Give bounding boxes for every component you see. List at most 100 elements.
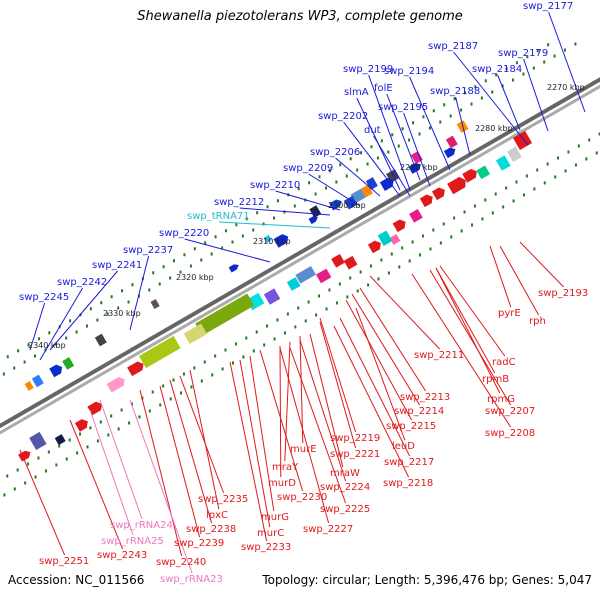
- gene-label-swp-2245: swp_2245: [19, 292, 69, 303]
- tick-mark: [346, 295, 349, 299]
- tick-mark: [117, 427, 120, 431]
- label-leader-line: [239, 207, 331, 216]
- gene-feature: [195, 293, 255, 336]
- tick-mark: [533, 187, 536, 191]
- label-leader-line: [319, 321, 357, 449]
- gene-feature: [286, 277, 301, 291]
- gene-label-swp-2177: swp_2177: [523, 1, 573, 12]
- tick-mark: [297, 306, 300, 310]
- gene-label-swp-2239: swp_2239: [174, 538, 224, 549]
- gene-label-swp-2251: swp_2251: [39, 556, 89, 567]
- accession-label: Accession: NC_011566: [8, 573, 145, 587]
- gene-label-murd: murD: [268, 478, 296, 489]
- tick-mark: [318, 175, 321, 179]
- tick-mark: [387, 271, 390, 275]
- tick-mark: [367, 283, 370, 287]
- gene-label-swp-2225: swp_2225: [320, 504, 370, 515]
- tick-mark: [47, 450, 50, 454]
- label-leader-line: [279, 345, 282, 478]
- tick-mark: [554, 175, 557, 179]
- tick-mark: [252, 228, 255, 232]
- kbp-tick-label: 2300 kbp: [328, 201, 366, 210]
- gene-label-swp-rrna24: swp_rRNA24: [110, 520, 173, 531]
- tick-mark: [182, 372, 185, 376]
- gene-label-swp-rrna23: swp_rRNA23: [160, 574, 223, 585]
- tick-mark: [65, 457, 68, 461]
- tick-mark: [34, 475, 37, 479]
- tick-mark: [96, 318, 99, 322]
- gene-label-lpxc: lpxC: [206, 510, 228, 521]
- tick-mark: [463, 210, 466, 214]
- gene-label-swp-rrna25: swp_rRNA25: [101, 536, 164, 547]
- tick-mark: [256, 211, 259, 215]
- label-leader-line: [409, 76, 451, 171]
- tick-mark: [89, 426, 92, 430]
- label-leader-line: [239, 359, 271, 528]
- tick-mark: [224, 348, 227, 352]
- tick-mark: [502, 205, 505, 209]
- label-leader-line: [333, 325, 410, 478]
- tick-mark: [162, 265, 165, 269]
- tick-mark: [449, 114, 452, 118]
- gene-label-mraw: mraW: [330, 468, 360, 479]
- tick-mark: [106, 312, 109, 316]
- gene-feature: [476, 165, 491, 180]
- tick-mark: [339, 163, 342, 167]
- tick-mark: [6, 355, 9, 359]
- tick-mark: [463, 91, 466, 95]
- tick-mark: [2, 372, 5, 376]
- tick-mark: [242, 355, 245, 359]
- label-leader-line: [39, 287, 84, 361]
- tick-mark: [232, 361, 235, 365]
- gene-label-radc: radC: [492, 357, 516, 368]
- gene-feature: [367, 240, 381, 254]
- label-leader-line: [99, 399, 143, 520]
- gene-feature: [431, 187, 445, 201]
- tick-mark: [543, 181, 546, 185]
- tick-mark: [276, 318, 279, 322]
- gene-label-leud: leuD: [392, 441, 415, 452]
- gene-feature: [138, 336, 181, 369]
- gene-label-swp-2218: swp_2218: [383, 478, 433, 489]
- gene-label-swp-2240: swp_2240: [156, 557, 206, 568]
- tick-mark: [110, 414, 113, 418]
- kbp-tick-label: 2280 kbp: [475, 124, 513, 133]
- tick-mark: [356, 289, 359, 293]
- label-leader-line: [345, 299, 413, 421]
- tick-mark: [328, 288, 331, 292]
- gene-label-rpmb: rpmB: [482, 374, 509, 385]
- gene-label-swp-2219: swp_2219: [330, 433, 380, 444]
- label-leader-line: [368, 74, 411, 191]
- tick-mark: [304, 319, 307, 323]
- gene-feature: [127, 361, 144, 377]
- gene-label-swp-2208: swp_2208: [485, 428, 535, 439]
- gene-label-swp-2230: swp_2230: [277, 492, 327, 503]
- gene-feature: [331, 253, 345, 268]
- label-leader-line: [497, 74, 521, 131]
- tick-mark: [588, 138, 591, 142]
- tick-mark: [34, 354, 37, 358]
- gene-feature: [507, 146, 522, 163]
- gene-label-swp-2235: swp_2235: [198, 494, 248, 505]
- tick-mark: [432, 109, 435, 113]
- gene-label-swp-2209: swp_2209: [283, 163, 333, 174]
- tick-mark: [190, 385, 193, 389]
- tick-mark: [359, 270, 362, 274]
- tick-mark: [557, 156, 560, 160]
- tick-mark: [273, 337, 276, 341]
- tick-mark: [471, 223, 474, 227]
- tick-mark: [121, 289, 124, 293]
- tick-mark: [419, 253, 422, 257]
- tick-mark: [263, 343, 266, 347]
- gene-label-pyre: pyrE: [498, 308, 521, 319]
- gene-label-swp-2237: swp_2237: [123, 245, 173, 256]
- tick-mark: [276, 199, 279, 203]
- tick-mark: [325, 307, 328, 311]
- gene-feature: [512, 130, 533, 150]
- label-leader-line: [259, 349, 304, 492]
- tick-mark: [286, 312, 289, 316]
- tick-mark: [221, 246, 224, 250]
- tick-mark: [564, 169, 567, 173]
- tick-mark: [525, 174, 528, 178]
